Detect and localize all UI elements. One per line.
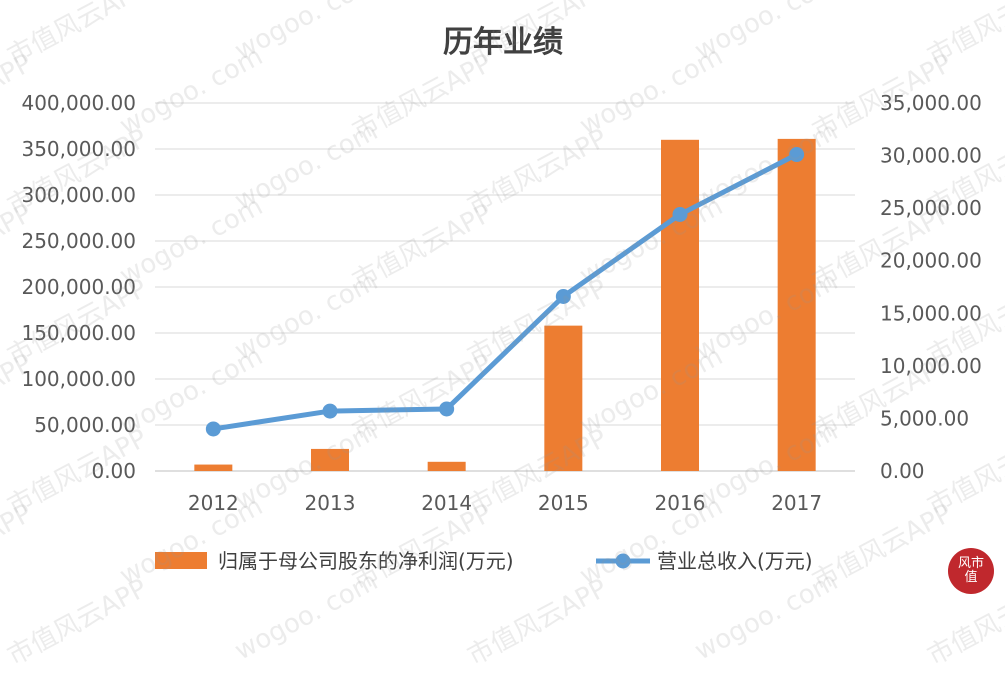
- bar-2017: [777, 138, 816, 471]
- x-axis: 2012 2013 2014 2015 2016 2017: [188, 491, 822, 515]
- left-tick-label: 300,000.00: [21, 183, 136, 207]
- right-tick-label: 10,000.00: [880, 354, 982, 378]
- right-axis: 0.00 5,000.00 10,000.00 15,000.00 20,000.00 2…: [880, 91, 982, 483]
- left-tick-label: 150,000.00: [21, 321, 136, 345]
- brand-logo-text: 风市值: [957, 556, 984, 585]
- legend: 归属于母公司股东的净利润(万元) 营业总收入(万元): [155, 549, 813, 573]
- brand-logo: 风市值: [948, 548, 994, 594]
- left-tick-label: 0.00: [91, 459, 136, 483]
- legend-line-marker: [615, 553, 631, 569]
- left-tick-label: 100,000.00: [21, 367, 136, 391]
- x-tick-label: 2016: [655, 491, 706, 515]
- right-tick-label: 25,000.00: [880, 196, 982, 220]
- right-tick-label: 20,000.00: [880, 249, 982, 273]
- right-tick-label: 35,000.00: [880, 91, 982, 115]
- chart-title: 历年业绩: [443, 25, 563, 60]
- left-tick-label: 400,000.00: [21, 91, 136, 115]
- line-path: [210, 152, 800, 432]
- line-point-2012: [205, 421, 221, 437]
- right-tick-label: 30,000.00: [880, 144, 982, 168]
- gridlines: [155, 102, 855, 472]
- line-point-2015: [555, 288, 571, 304]
- line-point-2013: [322, 403, 338, 419]
- bar-series: [194, 138, 816, 472]
- line-point-2014: [439, 401, 455, 417]
- left-tick-label: 200,000.00: [21, 275, 136, 299]
- line-series: [205, 147, 805, 437]
- chart-svg: 历年业绩 0.00 50,000.00 100,000.00 150,000.00 20…: [21, 25, 982, 573]
- right-tick-label: 0.00: [880, 459, 925, 483]
- left-tick-label: 50,000.00: [34, 413, 136, 437]
- x-tick-label: 2015: [538, 491, 589, 515]
- bar-2016: [661, 139, 699, 472]
- left-tick-label: 350,000.00: [21, 137, 136, 161]
- bar-2014: [427, 461, 466, 471]
- left-axis: 0.00 50,000.00 100,000.00 150,000.00 200,000…: [21, 91, 136, 483]
- bar-2012: [194, 464, 233, 471]
- line-point-2016: [672, 206, 688, 222]
- bar-2013: [311, 448, 349, 471]
- x-tick-label: 2017: [771, 491, 822, 515]
- x-tick-label: 2014: [421, 491, 472, 515]
- x-tick-label: 2013: [305, 491, 356, 515]
- line-point-2017: [789, 147, 805, 163]
- right-tick-label: 5,000.00: [880, 406, 969, 430]
- legend-line-label: 营业总收入(万元): [657, 549, 813, 573]
- bar-2015: [544, 325, 583, 471]
- legend-bar-label: 归属于母公司股东的净利润(万元): [218, 549, 514, 573]
- legend-bar-swatch: [155, 552, 207, 569]
- x-tick-label: 2012: [188, 491, 239, 515]
- left-tick-label: 250,000.00: [21, 229, 136, 253]
- right-tick-label: 15,000.00: [880, 301, 982, 325]
